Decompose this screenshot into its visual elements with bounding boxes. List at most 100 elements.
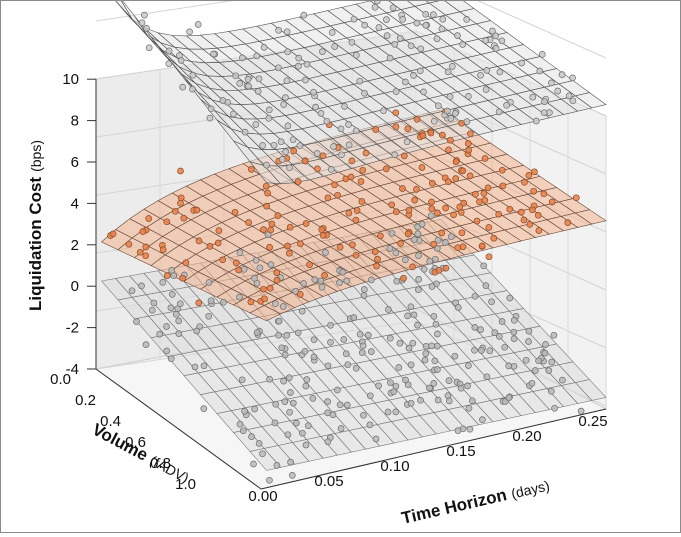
data-point	[179, 83, 187, 91]
data-point	[445, 397, 453, 405]
data-point	[219, 97, 227, 104]
data-point	[294, 178, 302, 185]
data-point	[407, 399, 415, 407]
data-point	[525, 327, 533, 335]
data-point	[428, 342, 436, 350]
data-point	[361, 89, 368, 97]
data-point	[294, 329, 302, 337]
data-point	[435, 266, 443, 274]
data-point	[510, 316, 518, 324]
data-point	[385, 306, 392, 313]
data-point	[426, 384, 433, 392]
data-point	[352, 364, 360, 372]
data-point	[413, 19, 421, 27]
data-point	[383, 32, 391, 39]
data-point	[145, 44, 153, 52]
x-tick-label: 0.15	[446, 443, 475, 460]
data-point	[189, 71, 197, 79]
data-point	[241, 128, 249, 136]
z-tick-label: 10	[62, 71, 79, 88]
data-point	[338, 151, 345, 159]
data-point	[306, 261, 313, 269]
z-tick-label: -4	[66, 361, 79, 378]
data-point	[542, 341, 549, 348]
data-point	[498, 37, 506, 45]
data-point	[347, 173, 355, 181]
data-point	[386, 334, 394, 342]
data-point	[205, 312, 213, 320]
data-point	[430, 312, 438, 320]
data-point	[239, 427, 247, 435]
data-point	[498, 166, 506, 174]
data-point	[452, 158, 460, 166]
data-point	[278, 344, 286, 352]
data-point	[180, 214, 188, 222]
data-point	[128, 287, 136, 295]
data-point	[232, 72, 240, 80]
data-point	[434, 209, 441, 217]
data-point	[384, 408, 392, 416]
data-point	[244, 75, 252, 83]
data-point	[433, 342, 441, 350]
data-point	[168, 266, 176, 274]
data-point	[328, 29, 336, 36]
data-point	[343, 401, 351, 409]
data-point	[285, 249, 293, 257]
data-point	[310, 88, 317, 96]
data-point	[177, 167, 184, 175]
data-point	[477, 71, 484, 79]
data-point	[407, 361, 415, 369]
data-point	[248, 166, 255, 173]
data-point	[206, 114, 214, 122]
data-point	[473, 217, 481, 225]
data-point	[531, 168, 538, 176]
data-point	[536, 67, 544, 75]
data-point	[479, 416, 486, 423]
data-point	[331, 43, 339, 50]
data-point	[283, 77, 291, 85]
data-point	[434, 236, 442, 244]
data-point	[417, 45, 425, 53]
data-point	[172, 207, 179, 215]
data-point	[267, 261, 275, 268]
tick-labels: -4 -2 0 2 4 6 8 10 0.00.20.40.60.81.0 0.00 0.05 0.1…	[50, 71, 607, 505]
data-point	[232, 259, 240, 267]
data-point	[541, 349, 549, 357]
data-point	[535, 357, 542, 365]
data-point	[422, 21, 430, 29]
data-point	[386, 54, 394, 62]
data-point	[399, 15, 407, 23]
data-point	[430, 380, 438, 387]
data-point	[405, 344, 413, 352]
data-point	[395, 364, 403, 371]
data-point	[324, 398, 331, 405]
data-point	[266, 243, 273, 251]
data-point	[251, 274, 258, 282]
data-point	[319, 48, 326, 55]
data-point	[266, 375, 273, 383]
data-point	[296, 291, 304, 298]
data-point	[467, 130, 474, 138]
data-point	[133, 318, 140, 325]
data-point	[174, 305, 182, 313]
data-point	[167, 304, 175, 312]
data-point	[236, 249, 244, 257]
data-point	[245, 219, 252, 226]
data-point	[529, 206, 536, 214]
data-point	[272, 400, 280, 408]
data-point	[454, 244, 462, 252]
data-point	[481, 196, 489, 204]
y-tick-label: 0.6	[125, 434, 146, 451]
data-point	[392, 382, 400, 390]
data-point	[300, 11, 308, 19]
data-point	[405, 206, 413, 214]
data-point	[345, 121, 352, 128]
data-point	[330, 143, 337, 150]
data-point	[253, 329, 261, 336]
data-point	[356, 77, 364, 85]
data-point	[268, 220, 276, 228]
data-point	[264, 189, 271, 197]
data-point	[265, 106, 273, 114]
data-point	[422, 350, 430, 357]
data-point	[577, 407, 585, 415]
